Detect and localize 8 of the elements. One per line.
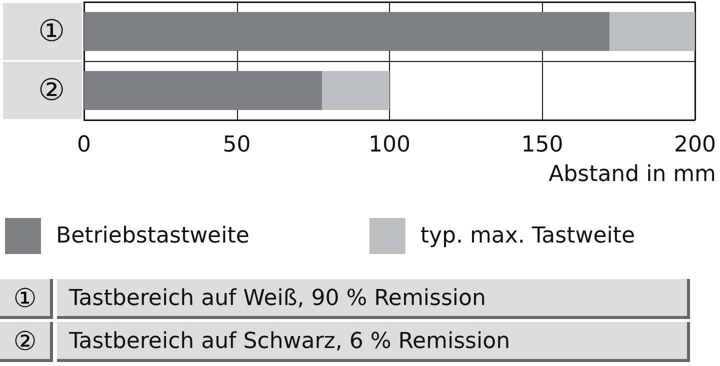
- x-tick-label: 0: [77, 132, 91, 158]
- x-tick-label: 100: [368, 132, 410, 158]
- x-axis-title: Abstand in mm: [548, 162, 716, 187]
- x-tick-label: 200: [674, 132, 716, 158]
- x-tick-label: 150: [521, 132, 564, 158]
- legend-label: typ. max. Tastweite: [420, 224, 636, 248]
- x-tick-label: 50: [222, 132, 251, 158]
- legend-label: Betriebstastweite: [56, 224, 250, 248]
